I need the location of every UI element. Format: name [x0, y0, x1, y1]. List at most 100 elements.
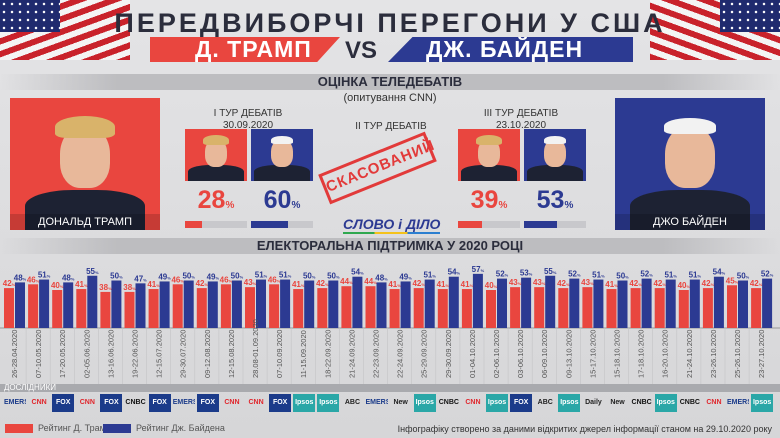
bar-value-label: 42%: [412, 279, 425, 288]
trump-bar: [293, 289, 304, 328]
date-tick-label: 29-30.09.2020: [444, 330, 453, 378]
footer-note: Інфографіку створено за даними відкритих…: [397, 424, 772, 434]
us-flag-right: [650, 0, 780, 60]
pollster-logo: CNN: [31, 399, 47, 406]
bar-value-label: 51%: [279, 271, 292, 280]
progress-fill: [251, 221, 289, 228]
round1-trump-bar: [185, 221, 247, 228]
round3-label: III ТУР ДЕБАТІВ: [483, 108, 559, 119]
trump-bar: [317, 288, 328, 328]
bar-value-label: 42%: [3, 279, 16, 288]
trump-bar: [245, 287, 255, 328]
bar-value-label: 48%: [62, 273, 75, 282]
bar-value-label: 47%: [134, 274, 147, 283]
trump-bar: [534, 287, 545, 328]
date-tick-label: 25-26.10.2020: [733, 330, 742, 378]
biden-bar: [400, 281, 411, 328]
pollster-logo: FOX NEWS: [52, 394, 75, 412]
bar-value-label: 55%: [544, 267, 557, 276]
bar-value-label: 52%: [496, 270, 509, 279]
biden-bar: [304, 280, 315, 328]
bar-value-label: 50%: [182, 272, 195, 281]
bar-value-label: 49%: [207, 272, 220, 281]
date-tick-label: 07-10.05.2020: [34, 330, 43, 378]
pollster-logo: Ipsos: [751, 394, 774, 412]
pollster-logo: Ipsos: [654, 394, 677, 412]
bar-value-label: 53%: [520, 269, 533, 278]
date-tick-label: 25-29.09.2020: [420, 330, 429, 378]
biden-bar: [328, 280, 339, 328]
trump-bar: [727, 285, 737, 328]
bar-value-label: 40%: [678, 281, 691, 290]
biden-photo: ДЖО БАЙДЕН: [615, 98, 765, 230]
date-tick-label: 22-24.09.2020: [396, 330, 405, 378]
trump-caption: ДОНАЛЬД ТРАМП: [10, 214, 160, 230]
date-tick-label: 16-20.10.2020: [661, 330, 670, 378]
date-tick-label: 19-22.06.2020: [131, 330, 140, 378]
biden-bar: [424, 279, 435, 328]
bar-value-label: 44%: [364, 277, 377, 286]
bar-value-label: 55%: [86, 267, 99, 276]
bar-value-label: 44%: [340, 277, 353, 286]
bar-value-label: 41%: [437, 280, 450, 289]
cancelled-stamp: СКАСОВАНИЙ: [318, 131, 437, 205]
biden-bar: [231, 280, 242, 328]
trump-bar: [413, 288, 424, 328]
bar-value-label: 46%: [268, 275, 281, 284]
date-tick-label: 23-26.10.2020: [709, 330, 718, 378]
pollster-logo: CNN: [465, 399, 481, 406]
bar-value-label: 40%: [485, 281, 498, 290]
pollster-logo: EMERSON: [727, 399, 749, 406]
date-tick-label: 21-24.09.2020: [347, 330, 356, 378]
trump-bar: [341, 286, 352, 328]
bar-value-label: 41%: [147, 280, 160, 289]
legend-label-biden: Рейтинг Дж. Байдена: [136, 423, 225, 433]
trump-bar: [100, 291, 111, 328]
biden-bar: [159, 281, 170, 328]
progress-fill: [458, 221, 483, 228]
us-flag-left: [0, 0, 130, 60]
bar-value-label: 52%: [640, 270, 653, 279]
date-tick-label: 28.08-01.09.2020: [251, 319, 260, 378]
bar-value-label: 51%: [592, 271, 605, 280]
biden-bar: [39, 279, 50, 328]
bar-value-label: 42%: [196, 279, 209, 288]
round1-label: I ТУР ДЕБАТІВ: [213, 108, 283, 119]
legend-label-trump: Рейтинг Д. Трампа: [38, 423, 116, 433]
biden-bar: [376, 282, 387, 328]
date-tick-label: 12-15.07.2020: [155, 330, 164, 378]
trump-bar: [269, 284, 280, 328]
biden-banner: ДЖ. БАЙДЕН: [388, 37, 633, 62]
bar-value-label: 46%: [220, 275, 233, 284]
bar-value-label: 51%: [255, 271, 268, 280]
bar-value-label: 41%: [461, 280, 474, 289]
round3-trump-pct: 39%: [470, 186, 508, 214]
pollster-logo: EMERSON: [4, 399, 26, 406]
bar-value-label: 46%: [171, 275, 184, 284]
pollster-logo: FOX NEWS: [148, 394, 171, 412]
progress-fill: [524, 221, 557, 228]
trump-bar: [4, 288, 14, 328]
pollster-logo: Ipsos: [317, 394, 340, 412]
pollster-logo: New York Times: [610, 399, 625, 406]
trump-photo: ДОНАЛЬД ТРАМП: [10, 98, 160, 230]
trump-bar: [148, 289, 159, 328]
biden-bar: [352, 276, 363, 328]
biden-bar: [15, 282, 25, 328]
round2-label: II ТУР ДЕБАТІВ: [355, 121, 427, 132]
round3-biden-photo: [524, 129, 586, 181]
trump-bar: [461, 289, 472, 328]
bar-value-label: 45%: [726, 276, 739, 285]
bar-value-label: 57%: [472, 265, 485, 274]
date-tick-label: 17-18.10.2020: [637, 330, 646, 378]
pollster-logo: CNN: [706, 399, 722, 406]
date-tick-label: 15-18.10.2020: [613, 330, 622, 378]
bar-value-label: 38%: [99, 283, 112, 292]
bar-value-label: 43%: [244, 278, 257, 287]
date-tick-label: 02-05.06.2020: [82, 330, 91, 378]
pollster-logo: CNBC: [125, 399, 146, 406]
trump-bar: [196, 288, 207, 328]
biden-bar: [448, 276, 459, 328]
date-tick-label: 11-15.09.2020: [299, 330, 308, 378]
pollster-logo: FOX NEWS: [510, 394, 533, 412]
